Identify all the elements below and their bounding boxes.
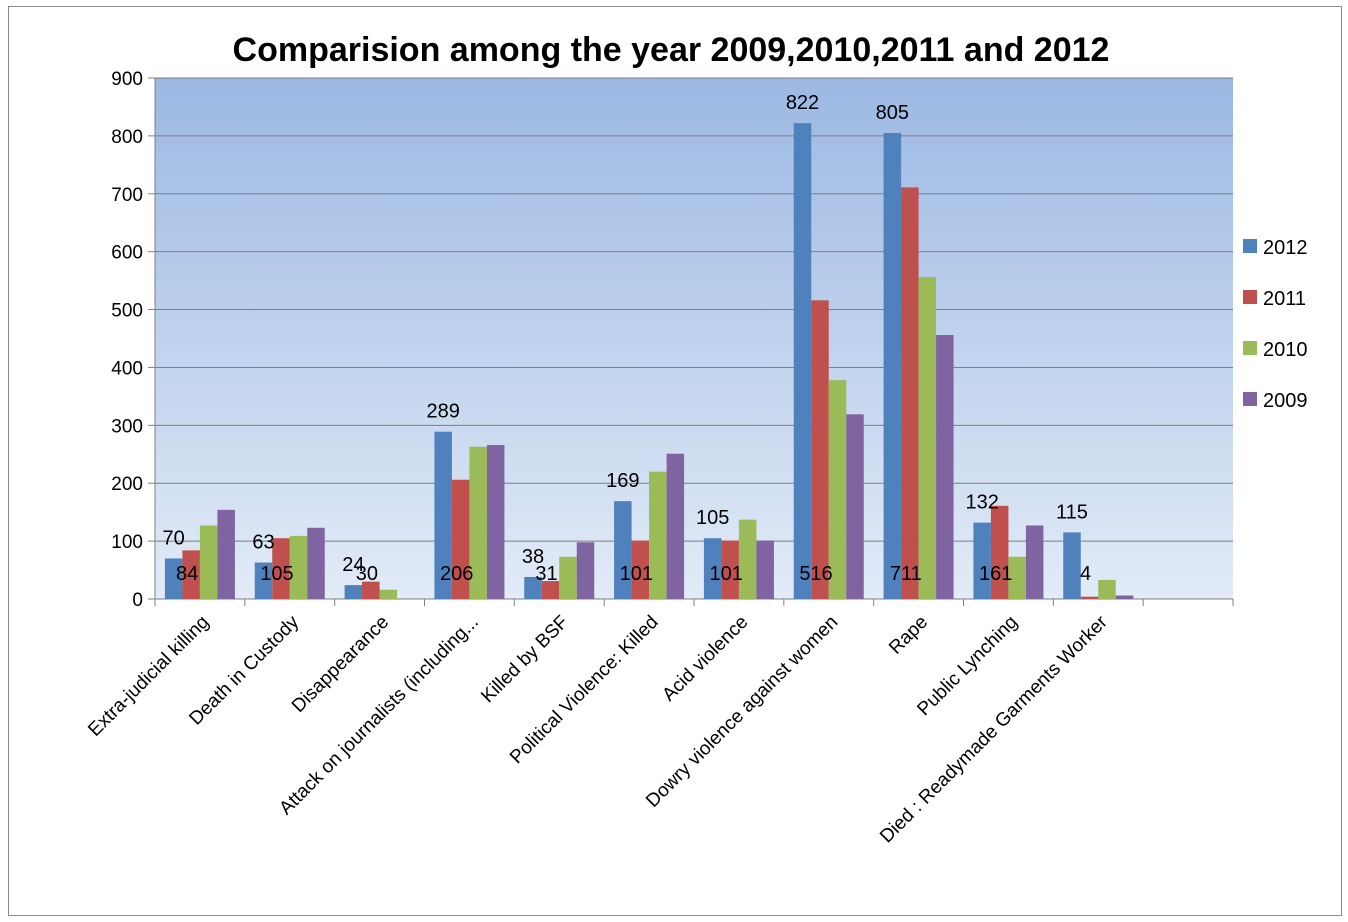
- bar-2012: [883, 132, 902, 599]
- legend-swatch-2012: [1243, 239, 1257, 253]
- bar-2009: [486, 445, 505, 599]
- bar-2009: [307, 527, 325, 599]
- data-label-2011: 206: [440, 563, 473, 585]
- bar-2011: [182, 550, 200, 599]
- y-tick-label: 800: [111, 127, 143, 148]
- y-tick-label: 200: [111, 474, 143, 495]
- category-label: Acid violence: [658, 612, 752, 706]
- bar-2011: [1080, 596, 1099, 599]
- legend-label-2012: 2012: [1263, 237, 1308, 259]
- bar-2012: [793, 123, 812, 600]
- chart-frame: Comparision among the year 2009,2010,201…: [8, 6, 1342, 916]
- category-label: Killed by BSF: [477, 612, 572, 707]
- bar-2010: [649, 471, 667, 599]
- bar-2011: [631, 540, 650, 599]
- bar-2009: [756, 540, 774, 599]
- bar-2012: [703, 538, 722, 599]
- data-label-2012: 105: [696, 507, 729, 529]
- y-tick-label: 0: [132, 590, 143, 611]
- bar-2009: [1025, 525, 1044, 599]
- y-tick-label: 900: [111, 69, 143, 90]
- data-label-2012: 822: [786, 92, 819, 114]
- y-tick-label: 400: [111, 358, 143, 379]
- bar-2010: [289, 535, 308, 599]
- bar-2009: [936, 335, 954, 599]
- data-label-2011: 84: [176, 563, 198, 585]
- legend-swatch-2010: [1243, 341, 1257, 355]
- legend-swatch-2011: [1243, 290, 1257, 304]
- bar-2010: [918, 277, 937, 599]
- bar-2011: [901, 187, 919, 599]
- data-label-2012: 289: [426, 401, 459, 423]
- bar-2010: [559, 556, 577, 599]
- plot-area: [155, 78, 1233, 599]
- bar-2010: [738, 519, 757, 599]
- data-label-2011: 711: [890, 563, 922, 585]
- legend-swatch-2009: [1243, 392, 1257, 406]
- bar-2011: [811, 300, 829, 599]
- legend-label-2011: 2011: [1263, 288, 1306, 310]
- bar-2012: [164, 558, 183, 599]
- bar-2012: [614, 501, 632, 599]
- data-label-2012: 132: [965, 492, 998, 514]
- bar-2012: [434, 431, 452, 599]
- category-label: Political Violence: Killed: [506, 612, 663, 769]
- bar-2012: [1063, 532, 1081, 599]
- bar-2011: [362, 581, 380, 599]
- category-label: Dowry violence against women: [642, 612, 842, 812]
- category-label: Rape: [885, 612, 932, 659]
- bar-2011: [990, 505, 1009, 599]
- data-label-2012: 169: [606, 470, 639, 492]
- bar-2011: [272, 538, 290, 599]
- data-label-2012: 38: [522, 546, 544, 568]
- data-label-2011: 4: [1080, 563, 1091, 585]
- bar-2010: [379, 589, 398, 599]
- bar-2011: [451, 479, 470, 599]
- data-label-2012: 24: [342, 554, 364, 576]
- y-tick-label: 700: [111, 185, 143, 206]
- bar-2011: [721, 540, 739, 599]
- bar-2009: [1115, 595, 1134, 599]
- bar-2012: [254, 562, 273, 599]
- bar-2012: [344, 585, 363, 599]
- data-label-2012: 805: [876, 102, 909, 124]
- data-label-2012: 70: [163, 527, 185, 549]
- data-label-2011: 101: [709, 563, 742, 585]
- data-label-2011: 161: [979, 563, 1012, 585]
- category-label: Attack on journalists (including...: [275, 612, 483, 820]
- y-tick-label: 100: [111, 532, 143, 553]
- bar-2011: [541, 581, 560, 599]
- data-label-2011: 30: [356, 563, 378, 585]
- y-tick-label: 500: [111, 301, 143, 322]
- y-tick-label: 600: [111, 243, 143, 264]
- bar-2010: [469, 446, 487, 599]
- bar-2009: [217, 509, 235, 599]
- data-label-2011: 101: [620, 563, 653, 585]
- bar-2010: [199, 525, 218, 599]
- bar-2009: [666, 453, 685, 599]
- bar-2010: [828, 380, 847, 599]
- bar-chart: Comparision among the year 2009,2010,201…: [84, 31, 1308, 847]
- legend-label-2009: 2009: [1263, 390, 1308, 412]
- data-label-2011: 105: [260, 563, 293, 585]
- data-label-2011: 516: [799, 563, 832, 585]
- bar-2009: [576, 542, 595, 599]
- legend-label-2010: 2010: [1263, 339, 1308, 361]
- data-label-2011: 31: [535, 563, 557, 585]
- data-label-2012: 63: [252, 532, 274, 554]
- bar-2009: [846, 414, 864, 599]
- bar-2012: [973, 522, 991, 599]
- chart-title: Comparision among the year 2009,2010,201…: [233, 31, 1110, 69]
- bar-2010: [1098, 579, 1116, 599]
- y-tick-label: 300: [111, 416, 143, 437]
- bar-2012: [524, 577, 542, 599]
- bar-2010: [1008, 556, 1026, 599]
- data-label-2012: 115: [1056, 501, 1088, 523]
